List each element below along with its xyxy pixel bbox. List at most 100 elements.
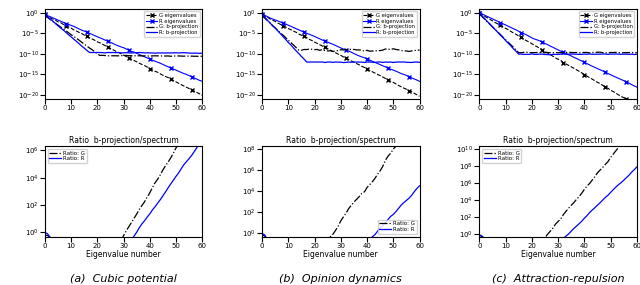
G eigenvalues <box>198 94 206 97</box>
Ratio: R: (53, 5.94e+05): R: (53, 5.94e+05) <box>614 183 622 186</box>
G eigenvalues <box>416 95 424 98</box>
G eigenvalues <box>77 32 85 35</box>
R: b-projection: (52, 1.78e-10): b-projection: (52, 1.78e-10) <box>177 51 185 54</box>
Ratio: R: (60, 5.57e+06): R: (60, 5.57e+06) <box>198 138 206 142</box>
Line: R eigenvalues: R eigenvalues <box>477 10 639 89</box>
Legend: G eigenvalues, R eigenvalues, G: b-projection, R: b-projection: G eigenvalues, R eigenvalues, G: b-proje… <box>579 11 634 37</box>
Ratio: R: (0, 1): R: (0, 1) <box>41 231 49 234</box>
G eigenvalues <box>612 91 620 95</box>
R eigenvalues <box>559 51 567 54</box>
Line: G: b-projection: G: b-projection <box>479 14 637 53</box>
R eigenvalues <box>72 26 80 29</box>
R: b-projection: (60, 8.39e-13): b-projection: (60, 8.39e-13) <box>416 61 424 64</box>
G: b-projection: (0, 0.233): b-projection: (0, 0.233) <box>258 14 266 17</box>
Line: R: b-projection: R: b-projection <box>479 13 637 55</box>
R: b-projection: (12, 8.4e-09): b-projection: (12, 8.4e-09) <box>507 44 515 48</box>
R eigenvalues <box>531 37 538 41</box>
Ratio: R: (22, 0.000368): R: (22, 0.000368) <box>99 278 106 281</box>
Ratio: R: (37, 0.0245): R: (37, 0.0245) <box>355 249 363 252</box>
Legend: Ratio: G, Ratio: R: Ratio: G, Ratio: R <box>482 149 522 163</box>
R: b-projection: (12, 1.12e-07): b-projection: (12, 1.12e-07) <box>72 40 80 43</box>
R eigenvalues <box>96 36 104 40</box>
Ratio: R: (0, 1.01): R: (0, 1.01) <box>258 232 266 235</box>
R eigenvalues <box>612 76 620 79</box>
X-axis label: Eigenvalue number: Eigenvalue number <box>303 250 378 259</box>
R: b-projection: (53, 1e-12): b-projection: (53, 1e-12) <box>397 60 405 64</box>
Ratio: R: (12, 0.000641): R: (12, 0.000641) <box>72 274 80 278</box>
G eigenvalues <box>559 61 567 64</box>
G: b-projection: (21, 1.89e-10): b-projection: (21, 1.89e-10) <box>531 51 538 54</box>
G: b-projection: (14, 7.83e-10): b-projection: (14, 7.83e-10) <box>295 48 303 52</box>
R: b-projection: (14, 1.09e-10): b-projection: (14, 1.09e-10) <box>295 52 303 55</box>
R eigenvalues <box>41 13 49 16</box>
G: b-projection: (53, 6.44e-10): b-projection: (53, 6.44e-10) <box>397 49 405 52</box>
Ratio: G: (60, 4.14e+12): G: (60, 4.14e+12) <box>633 125 640 128</box>
G eigenvalues <box>570 66 578 70</box>
Ratio: G: (53, 1.36e+10): G: (53, 1.36e+10) <box>614 146 622 149</box>
Ratio: R: (22, 0.000237): R: (22, 0.000237) <box>533 263 541 267</box>
G: b-projection: (60, 1.82e-10): b-projection: (60, 1.82e-10) <box>633 51 640 54</box>
G: b-projection: (12, 6.05e-07): b-projection: (12, 6.05e-07) <box>72 36 80 40</box>
Ratio: G: (53, 5.74e+08): G: (53, 5.74e+08) <box>397 140 405 143</box>
Ratio: G: (0, 0.676): G: (0, 0.676) <box>476 234 483 237</box>
G eigenvalues <box>72 29 80 33</box>
G: b-projection: (53, 2.04e-10): b-projection: (53, 2.04e-10) <box>614 51 622 54</box>
G eigenvalues <box>342 56 350 60</box>
Ratio: R: (33, 0.302): R: (33, 0.302) <box>127 238 135 241</box>
X-axis label: Eigenvalue number: Eigenvalue number <box>86 250 161 259</box>
R: b-projection: (59, 1.27e-10): b-projection: (59, 1.27e-10) <box>196 52 204 55</box>
Text: (c)  Attraction-repulsion: (c) Attraction-repulsion <box>492 274 625 284</box>
G eigenvalues <box>290 29 298 33</box>
G: b-projection: (60, 2.54e-11): b-projection: (60, 2.54e-11) <box>198 54 206 58</box>
G eigenvalues <box>633 103 640 107</box>
Line: R eigenvalues: R eigenvalues <box>260 12 422 84</box>
G: b-projection: (0, 0.223): b-projection: (0, 0.223) <box>41 14 49 17</box>
Line: Ratio: R: Ratio: R <box>45 140 202 285</box>
R: b-projection: (31, 7.25e-13): b-projection: (31, 7.25e-13) <box>340 61 348 64</box>
G eigenvalues <box>476 11 483 15</box>
G: b-projection: (14, 6.86e-08): b-projection: (14, 6.86e-08) <box>77 40 85 44</box>
G: b-projection: (49, 1.62e-10): b-projection: (49, 1.62e-10) <box>604 51 612 55</box>
Legend: Ratio: G, Ratio: R: Ratio: G, Ratio: R <box>47 149 87 163</box>
G eigenvalues <box>136 62 143 65</box>
R eigenvalues <box>77 28 85 32</box>
G: b-projection: (52, 2.81e-11): b-projection: (52, 2.81e-11) <box>177 54 185 58</box>
Ratio: R: (33, 0.557): R: (33, 0.557) <box>562 235 570 238</box>
R eigenvalues <box>507 26 515 29</box>
Ratio: R: (16, 4.36e-06): R: (16, 4.36e-06) <box>518 278 525 281</box>
G eigenvalues <box>125 56 132 60</box>
Line: G eigenvalues: G eigenvalues <box>42 12 205 98</box>
G: b-projection: (0, 0.541): b-projection: (0, 0.541) <box>476 12 483 15</box>
Ratio: R: (37, 4.19): R: (37, 4.19) <box>138 222 146 226</box>
R eigenvalues <box>198 80 206 83</box>
Ratio: G: (60, 2.32e+09): G: (60, 2.32e+09) <box>198 102 206 106</box>
R: b-projection: (37, 9.6e-13): b-projection: (37, 9.6e-13) <box>355 60 363 64</box>
R: b-projection: (0, 0.817): b-projection: (0, 0.817) <box>476 11 483 15</box>
G: b-projection: (59, 2.32e-11): b-projection: (59, 2.32e-11) <box>196 55 204 58</box>
R eigenvalues <box>295 28 303 32</box>
G: b-projection: (21, 3.95e-11): b-projection: (21, 3.95e-11) <box>96 54 104 57</box>
G: b-projection: (21, 1.13e-09): b-projection: (21, 1.13e-09) <box>314 48 321 51</box>
Ratio: G: (22, 0.0386): G: (22, 0.0386) <box>316 247 324 250</box>
G: b-projection: (32, 3.4e-11): b-projection: (32, 3.4e-11) <box>125 54 132 57</box>
G: b-projection: (27, 3.58e-10): b-projection: (27, 3.58e-10) <box>329 50 337 53</box>
R: b-projection: (32, 1.71e-10): b-projection: (32, 1.71e-10) <box>125 51 132 54</box>
G eigenvalues <box>177 83 185 86</box>
Ratio: G: (15, 0.000177): G: (15, 0.000177) <box>298 271 305 274</box>
Ratio: G: (33, 5.17): G: (33, 5.17) <box>127 221 135 224</box>
G eigenvalues <box>531 44 538 47</box>
R eigenvalues <box>290 26 298 29</box>
Line: G eigenvalues: G eigenvalues <box>260 12 422 99</box>
Ratio: G: (60, 1.16e+11): G: (60, 1.16e+11) <box>416 115 424 119</box>
Ratio: G: (33, 227): G: (33, 227) <box>345 207 353 210</box>
G eigenvalues <box>353 62 360 65</box>
Line: G: b-projection: G: b-projection <box>45 15 202 56</box>
X-axis label: Eigenvalue number: Eigenvalue number <box>521 250 595 259</box>
G: b-projection: (33, 1.33e-09): b-projection: (33, 1.33e-09) <box>345 48 353 51</box>
R eigenvalues <box>476 11 483 14</box>
R eigenvalues <box>125 48 132 52</box>
Legend: G eigenvalues, R eigenvalues, G: b-projection, R: b-projection: G eigenvalues, R eigenvalues, G: b-proje… <box>362 11 417 37</box>
Title: Ratio  b-projection/spectrum: Ratio b-projection/spectrum <box>286 136 396 145</box>
R: b-projection: (0, 0.401): b-projection: (0, 0.401) <box>41 13 49 16</box>
Line: R: b-projection: R: b-projection <box>262 14 420 63</box>
